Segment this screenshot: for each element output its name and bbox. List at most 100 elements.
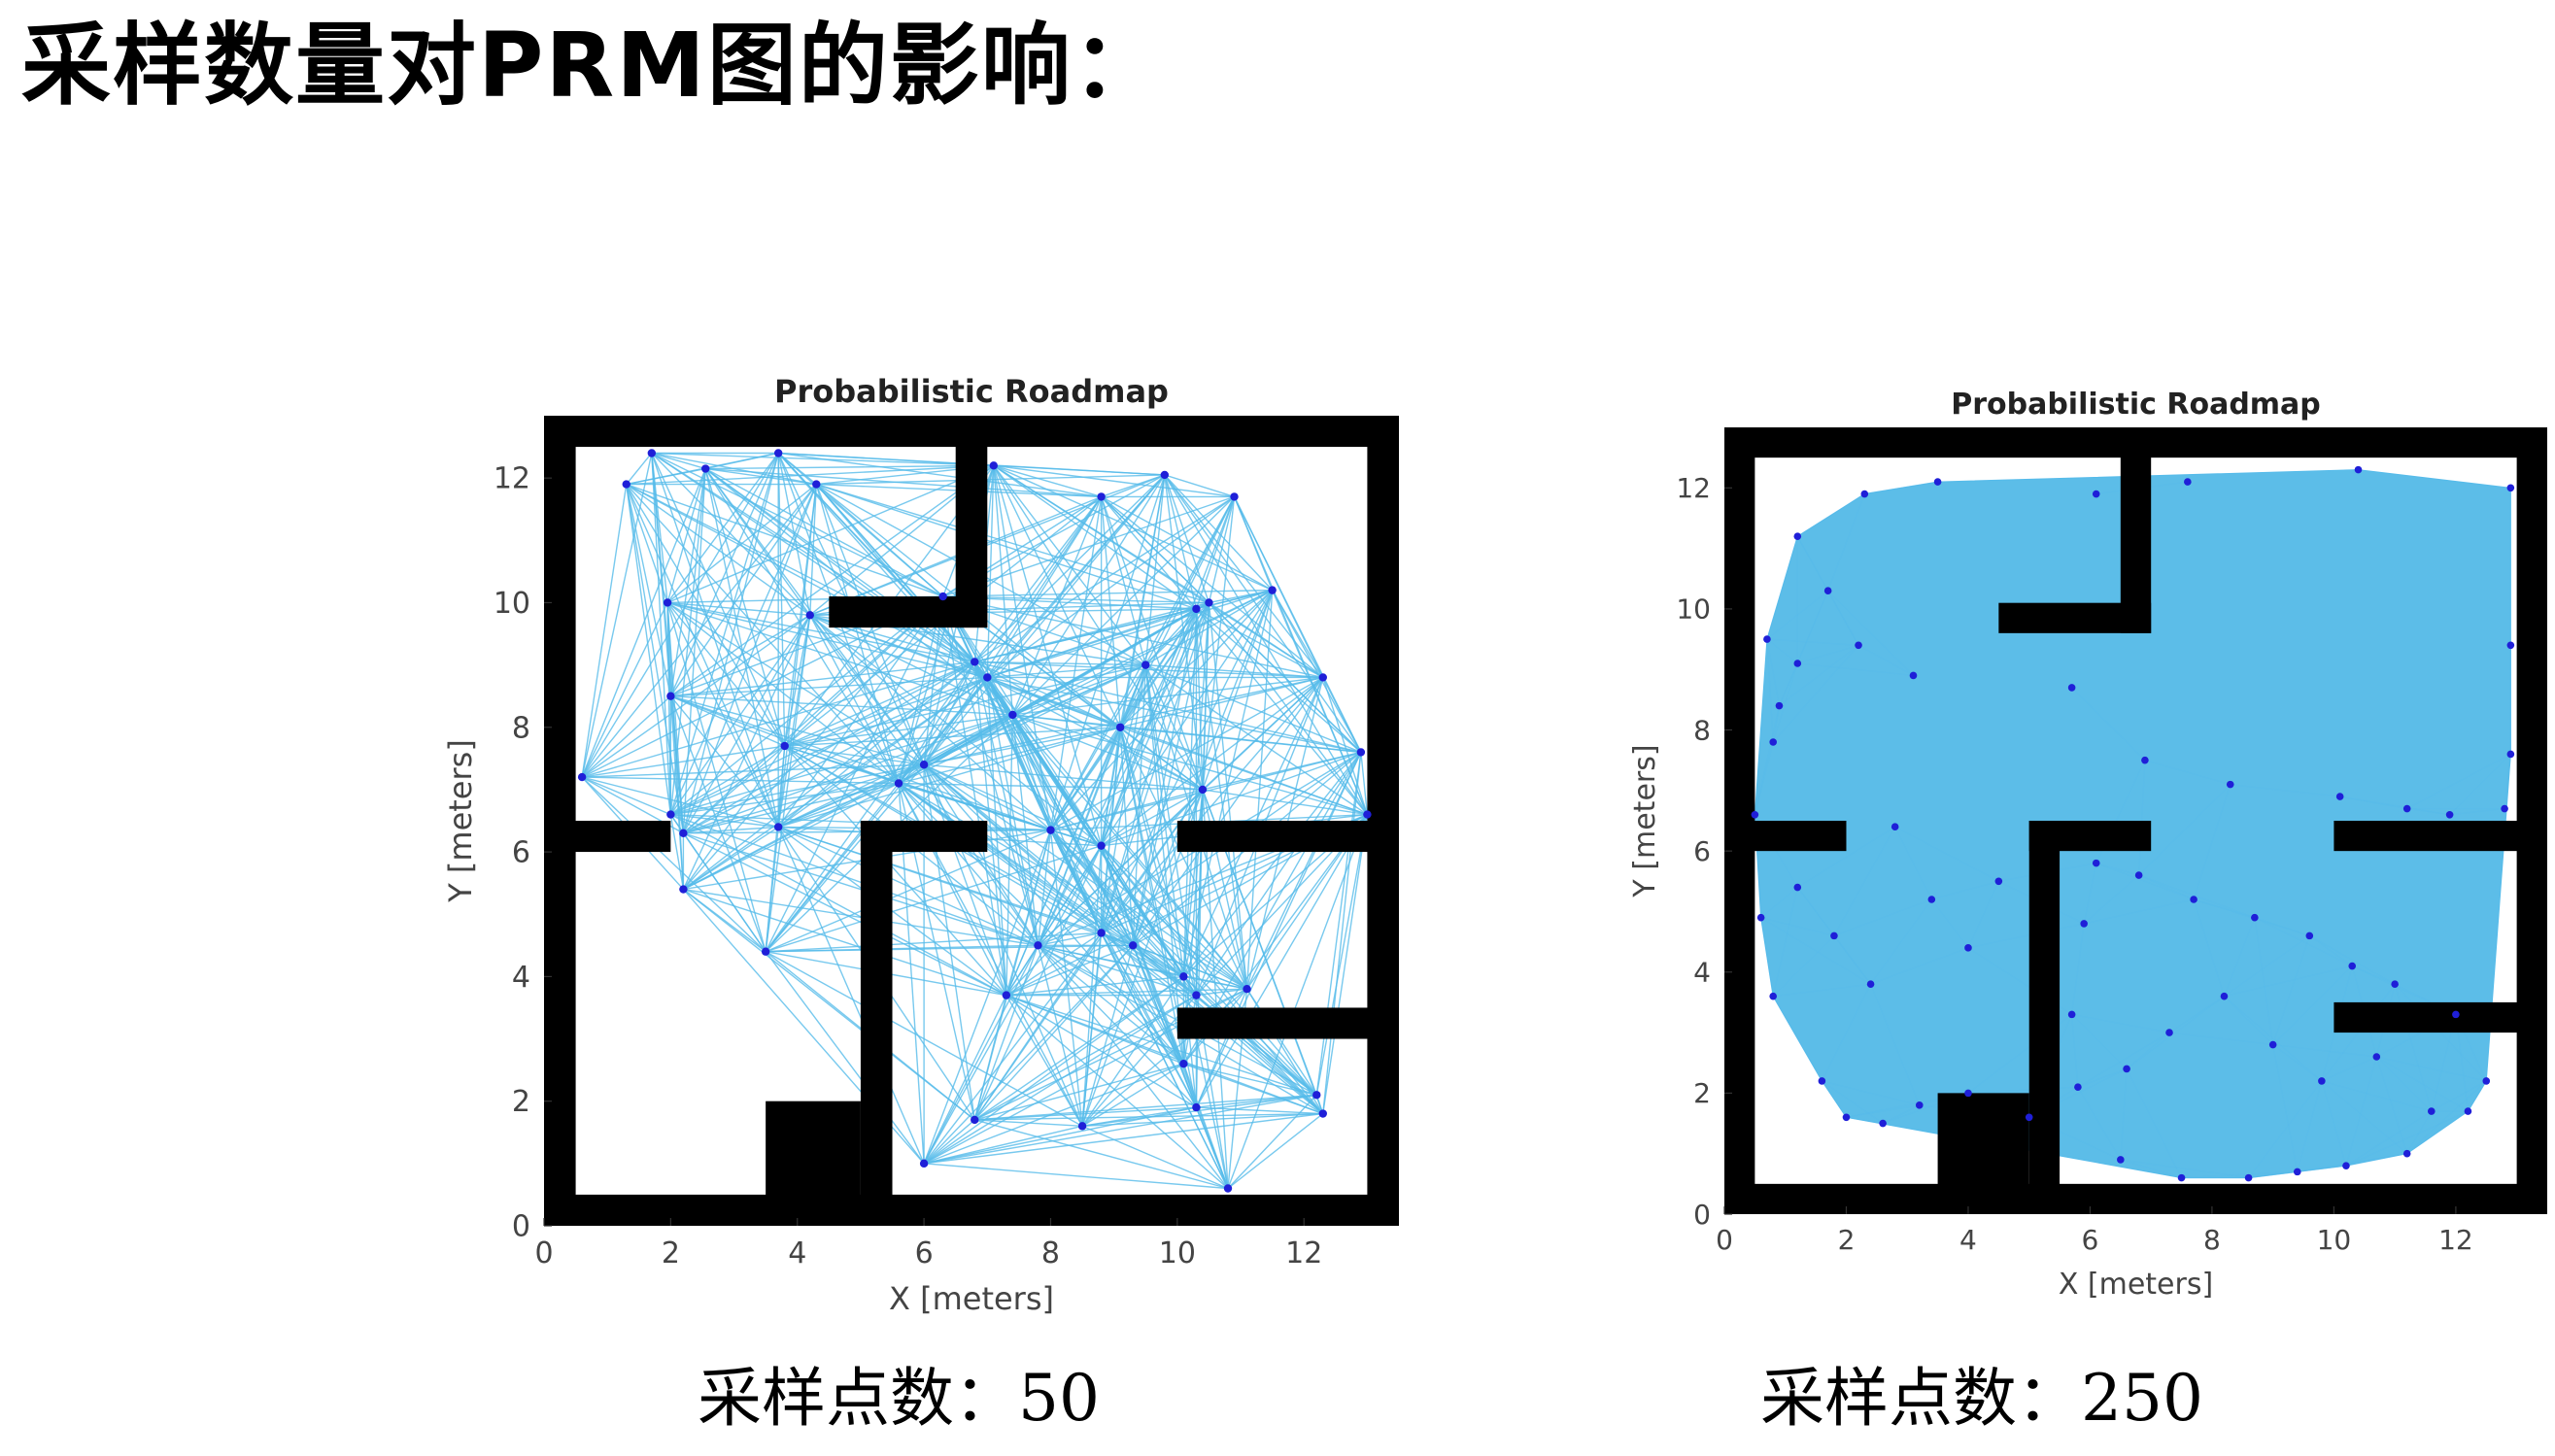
roadmap-edge bbox=[1050, 789, 1204, 831]
roadmap-edge bbox=[809, 484, 817, 616]
roadmap-edge bbox=[669, 814, 766, 953]
roadmap-edge bbox=[670, 694, 1013, 716]
sample-point bbox=[2092, 859, 2100, 867]
roadmap-edge bbox=[2375, 1056, 2433, 1112]
x-axis-label: X [meters] bbox=[2059, 1268, 2213, 1302]
roadmap-edge bbox=[1005, 714, 1014, 996]
y-tick-label: 0 bbox=[1693, 1199, 1711, 1231]
roadmap-edge bbox=[1208, 602, 1248, 990]
roadmap-edge bbox=[1772, 996, 1823, 1082]
sample-point bbox=[1818, 1077, 1826, 1085]
sample-point bbox=[577, 772, 587, 782]
roadmap-edge bbox=[670, 714, 1013, 816]
roadmap-edge bbox=[2406, 1080, 2487, 1155]
roadmap-edge bbox=[1827, 590, 1914, 676]
roadmap-edge bbox=[1227, 1094, 1317, 1189]
y-tick-label: 6 bbox=[512, 836, 530, 870]
roadmap-edge bbox=[974, 1094, 1317, 1121]
roadmap-edge bbox=[581, 468, 706, 778]
roadmap-edge bbox=[1796, 590, 1829, 664]
roadmap-edge bbox=[1144, 474, 1166, 665]
roadmap-edge bbox=[2297, 1153, 2407, 1172]
roadmap-edge bbox=[2193, 784, 2231, 900]
y-tick-label: 2 bbox=[512, 1085, 530, 1119]
roadmap-edge bbox=[581, 453, 779, 778]
roadmap-edge bbox=[1100, 496, 1146, 665]
sample-point bbox=[1243, 985, 1251, 994]
roadmap-edge bbox=[2339, 796, 2450, 816]
roadmap-edge bbox=[2071, 687, 2146, 762]
roadmap-edge bbox=[777, 826, 1007, 997]
roadmap-edge bbox=[1833, 826, 1896, 936]
sample-point bbox=[2506, 641, 2515, 650]
roadmap-edge bbox=[1144, 663, 1362, 754]
roadmap-edge bbox=[765, 763, 925, 953]
obstacle-wall bbox=[2334, 821, 2547, 852]
roadmap-edge bbox=[1772, 644, 1859, 743]
roadmap-edge bbox=[2345, 1110, 2433, 1167]
obstacle-wall bbox=[766, 1100, 861, 1226]
sample-point bbox=[2354, 465, 2363, 474]
roadmap-edge bbox=[666, 468, 706, 603]
roadmap-edge bbox=[2224, 996, 2323, 1082]
roadmap-edge bbox=[669, 453, 779, 815]
roadmap-edge bbox=[2095, 863, 2195, 900]
roadmap-edge bbox=[1931, 880, 1999, 900]
obstacle-map bbox=[544, 416, 1399, 1226]
roadmap-edge bbox=[898, 595, 944, 784]
sample-point bbox=[919, 761, 929, 769]
sample-point bbox=[647, 449, 657, 457]
sample-point bbox=[1160, 470, 1170, 480]
roadmap-edge bbox=[2406, 1110, 2433, 1154]
roadmap-edge bbox=[1754, 741, 1774, 815]
sample-point bbox=[2080, 920, 2088, 928]
roadmap-edge bbox=[2138, 874, 2195, 900]
roadmap-edge bbox=[2077, 1032, 2170, 1088]
roadmap-edge bbox=[809, 614, 1103, 847]
roadmap-edge bbox=[1081, 1106, 1197, 1128]
roadmap-edge bbox=[1202, 590, 1274, 791]
sample-point bbox=[2123, 1065, 2130, 1073]
roadmap-edge bbox=[1833, 935, 1872, 985]
roadmap-edge bbox=[669, 468, 706, 696]
roadmap-edge bbox=[923, 763, 1103, 933]
roadmap-edge bbox=[2254, 917, 2353, 967]
roadmap-edge bbox=[2321, 1080, 2347, 1167]
roadmap-edge bbox=[2077, 1086, 2122, 1161]
roadmap-edge bbox=[2138, 874, 2256, 919]
roadmap-edge bbox=[1315, 814, 1369, 1096]
sample-point bbox=[1008, 710, 1017, 720]
roadmap-edge bbox=[705, 467, 817, 486]
sample-point bbox=[1964, 944, 1972, 952]
roadmap-edge bbox=[2168, 996, 2225, 1033]
sample-point bbox=[1179, 972, 1188, 981]
roadmap-edge bbox=[923, 496, 1103, 765]
roadmap-edge bbox=[1005, 994, 1317, 1096]
x-tick-label: 10 bbox=[1159, 1236, 1196, 1270]
roadmap-edge bbox=[1101, 845, 1317, 1096]
roadmap-edge bbox=[1202, 496, 1236, 790]
roadmap-edge bbox=[1870, 898, 1932, 985]
sample-point bbox=[1964, 1089, 1972, 1098]
roadmap-edge bbox=[683, 832, 1039, 946]
roadmap-edge bbox=[670, 695, 1051, 831]
y-tick-label: 8 bbox=[1693, 714, 1711, 746]
roadmap-edge bbox=[1796, 887, 1835, 936]
sample-point bbox=[2402, 804, 2411, 813]
sample-point bbox=[2268, 1040, 2277, 1049]
roadmap-edge bbox=[1101, 931, 1184, 978]
roadmap-edge bbox=[2223, 917, 2256, 997]
roadmap-edge bbox=[986, 676, 1204, 791]
x-tick-label: 8 bbox=[2203, 1224, 2221, 1256]
obstacle-wall bbox=[2120, 427, 2152, 633]
sample-point bbox=[1077, 1122, 1087, 1131]
roadmap-edge bbox=[2254, 917, 2274, 1045]
roadmap-edge bbox=[1144, 664, 1204, 791]
roadmap-edge bbox=[973, 495, 1235, 662]
obstacle-wall bbox=[544, 821, 671, 853]
sample-point bbox=[1363, 810, 1372, 819]
roadmap-edge bbox=[2120, 1068, 2128, 1160]
roadmap-edge bbox=[777, 676, 988, 828]
roadmap-edge bbox=[2193, 898, 2256, 919]
roadmap-edge bbox=[1081, 945, 1134, 1127]
